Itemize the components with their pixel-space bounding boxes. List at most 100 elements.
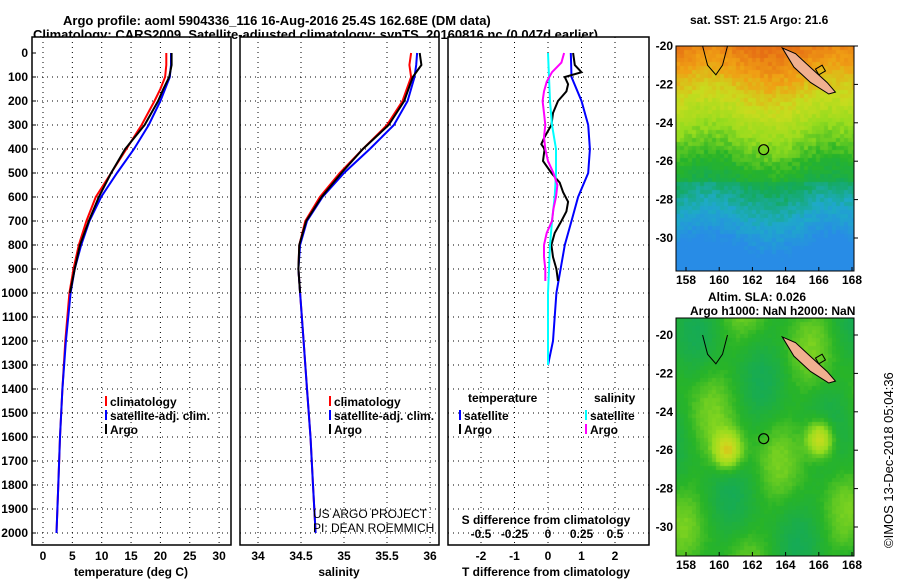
x-tick-label: -1 xyxy=(509,549,520,563)
map-y-tick-label: -20 xyxy=(656,328,674,342)
map-x-tick-label: 162 xyxy=(742,558,762,572)
map-x-tick-label: 162 xyxy=(742,273,762,287)
legend-label: satellite-adj. clim. xyxy=(110,409,210,423)
x-tick-label: 34 xyxy=(251,549,265,563)
timestamp: ©IMOS 13-Dec-2018 05:04:36 xyxy=(881,372,896,548)
map-y-tick-label: -30 xyxy=(656,231,674,245)
y-tick-label: 1000 xyxy=(1,286,28,300)
x-tick-label: 5 xyxy=(69,549,76,563)
y-tick-label: 1800 xyxy=(1,478,28,492)
t-diff-satellite-line xyxy=(547,52,591,366)
y-tick-label: 1700 xyxy=(1,454,28,468)
map-x-tick-label: 164 xyxy=(776,558,796,572)
legend-label: Argo xyxy=(334,423,362,437)
legend-label: satellite xyxy=(590,409,635,423)
legend-label: climatology xyxy=(334,395,401,409)
y-tick-label: 1500 xyxy=(1,406,28,420)
reef-coastline xyxy=(702,45,728,76)
legend-swatch xyxy=(459,410,461,420)
new-caledonia-land xyxy=(781,46,837,95)
map-y-tick-label: -22 xyxy=(656,77,674,91)
y-tick-label: 800 xyxy=(8,238,28,252)
y-tick-label: 1600 xyxy=(1,430,28,444)
map-frame xyxy=(675,45,855,272)
y-tick-label: 200 xyxy=(8,94,28,108)
map-y-tick-label: -24 xyxy=(656,405,674,419)
map-y-tick-label: -26 xyxy=(656,443,674,457)
x2-axis-label: S difference from climatology xyxy=(462,513,631,527)
y-tick-label: 1300 xyxy=(1,358,28,372)
y-tick-label: 1100 xyxy=(2,310,28,324)
temperature-satellite-adj-clim--line xyxy=(55,53,172,534)
legend-swatch xyxy=(585,424,587,434)
x-axis-label: temperature (deg C) xyxy=(74,565,188,579)
map-x-tick-label: 164 xyxy=(776,273,796,287)
map-y-tick-label: -22 xyxy=(656,366,674,380)
legend-swatch xyxy=(105,396,107,406)
y-tick-label: 300 xyxy=(8,118,28,132)
panel-frame-0 xyxy=(31,36,232,546)
y-tick-label: 100 xyxy=(8,70,28,84)
map-x-tick-label: 166 xyxy=(809,558,829,572)
legend-title-temperature: temperature xyxy=(468,391,538,405)
legend-label: Argo xyxy=(590,423,618,437)
x-tick-label: 1 xyxy=(578,549,585,563)
y-tick-label: 500 xyxy=(8,166,28,180)
temperature-argo-line xyxy=(69,53,173,294)
salinity-argo-line xyxy=(297,52,423,294)
map-x-tick-label: 160 xyxy=(709,273,729,287)
new-caledonia-land xyxy=(781,335,837,384)
legend-label: satellite xyxy=(464,409,509,423)
sla-map-title: Altim. SLA: 0.026 xyxy=(708,290,807,304)
x-axis-label: T difference from climatology xyxy=(462,565,630,579)
legend-label: climatology xyxy=(110,395,177,409)
x-tick-label: 25 xyxy=(183,549,197,563)
map-x-tick-label: 158 xyxy=(676,273,696,287)
sst-map-title: sat. SST: 21.5 Argo: 21.6 xyxy=(690,13,829,27)
map-x-tick-label: 158 xyxy=(676,558,696,572)
plot-title-line1: Argo profile: aoml 5904336_116 16-Aug-20… xyxy=(63,13,491,28)
x-tick-label: 35.5 xyxy=(375,549,399,563)
x-tick-label: 2 xyxy=(612,549,619,563)
x-tick-label: 34.5 xyxy=(289,549,313,563)
map-y-tick-label: -28 xyxy=(656,193,674,207)
t-diff-argo-line xyxy=(540,52,584,282)
legend-swatch xyxy=(105,410,107,420)
y-tick-label: 1200 xyxy=(1,334,28,348)
legend-label: Argo xyxy=(464,423,492,437)
map-y-tick-label: -24 xyxy=(656,116,674,130)
loyalty-island xyxy=(814,353,827,365)
map-y-tick-label: -30 xyxy=(656,520,674,534)
legend-swatch xyxy=(105,424,107,434)
x-tick-label: 30 xyxy=(212,549,226,563)
s-diff-argo-line xyxy=(541,52,566,281)
legend-swatch xyxy=(459,424,461,434)
x-tick-label: 0 xyxy=(40,549,47,563)
map-x-tick-label: 168 xyxy=(842,558,862,572)
map-x-tick-label: 166 xyxy=(809,273,829,287)
map-x-tick-label: 160 xyxy=(709,558,729,572)
argo-float-marker xyxy=(758,144,770,156)
credit-pi: PI: DEAN ROEMMICH xyxy=(313,521,435,535)
x2-tick-label: 0 xyxy=(545,527,552,541)
argo-float-marker xyxy=(758,433,770,445)
x-tick-label: -2 xyxy=(476,549,487,563)
panel-frame-1 xyxy=(239,36,440,546)
y-tick-label: 1400 xyxy=(1,382,28,396)
x2-tick-label: 0.5 xyxy=(607,527,624,541)
reef-coastline xyxy=(702,334,728,365)
loyalty-island xyxy=(814,64,827,76)
y-tick-label: 900 xyxy=(8,262,28,276)
legend-label: satellite-adj. clim. xyxy=(334,409,434,423)
legend-swatch xyxy=(329,424,331,434)
x-axis-label: salinity xyxy=(318,565,360,579)
y-tick-label: 700 xyxy=(8,214,28,228)
y-tick-label: 1900 xyxy=(1,502,28,516)
legend-title-salinity: salinity xyxy=(594,391,636,405)
y-tick-label: 0 xyxy=(21,46,28,60)
x2-tick-label: 0.25 xyxy=(570,527,594,541)
map-y-tick-label: -26 xyxy=(656,154,674,168)
x2-tick-label: -0.25 xyxy=(501,527,529,541)
map-y-tick-label: -20 xyxy=(656,39,674,53)
